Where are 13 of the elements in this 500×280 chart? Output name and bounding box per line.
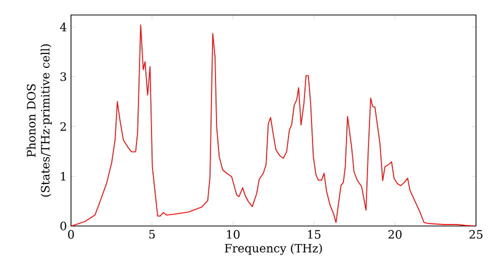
x-tick-label: 20 [388,230,402,239]
y-tick-label: 4 [60,22,66,32]
x-tick-label: 10 [227,230,240,239]
x-tick-label: 15 [308,230,320,239]
y-tick-label: 0 [60,222,66,230]
x-tick-label: 0 [68,230,74,239]
y-tick-label: 1 [61,172,66,180]
x-axis-title: Frequency (THz) [224,244,322,255]
y-tick-label: 3 [60,72,66,82]
y-axis-title: Phonon DOS (States/THz·primitive cell) [26,44,52,197]
x-tick-label: 5 [149,230,155,239]
y-tick-label: 2 [60,122,66,131]
x-tick-label: 25 [469,230,482,239]
